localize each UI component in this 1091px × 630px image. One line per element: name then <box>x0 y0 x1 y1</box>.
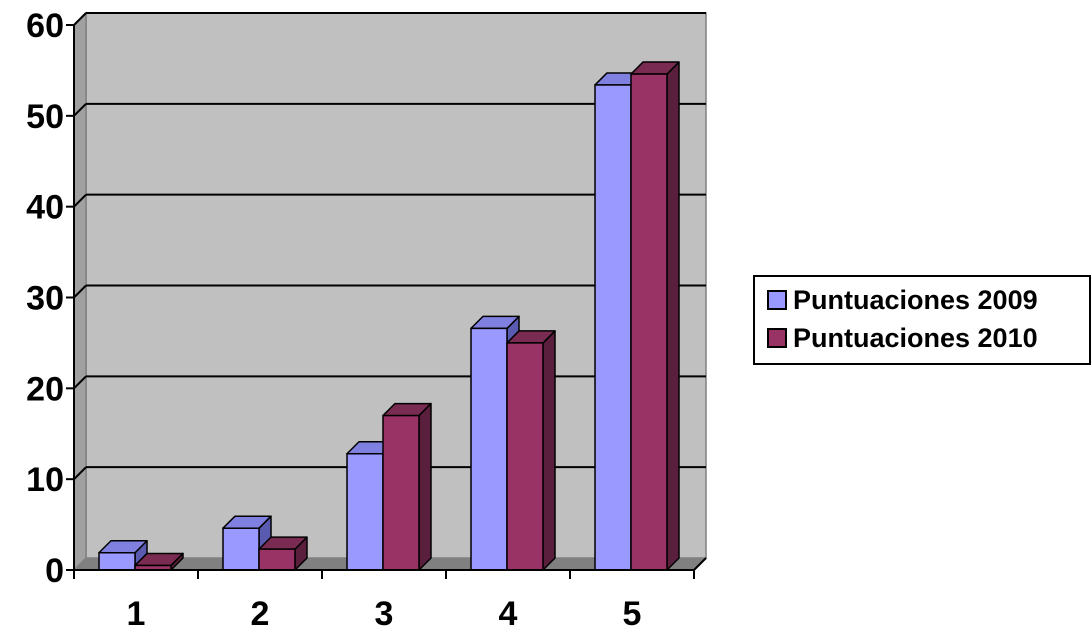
x-tick-label: 2 <box>251 595 270 630</box>
y-tick-label: 40 <box>26 189 64 227</box>
y-tick-label: 60 <box>26 7 64 45</box>
y-tick-label: 20 <box>26 370 64 408</box>
bar-side <box>542 330 556 571</box>
bar-front <box>630 73 668 571</box>
legend-label-2010: Puntuaciones 2010 <box>793 322 1038 353</box>
gridline-side <box>73 12 87 26</box>
y-tick-label: 50 <box>26 98 64 136</box>
legend-item-2010: Puntuaciones 2010 <box>767 323 1038 353</box>
bar <box>134 552 184 571</box>
x-tick-label: 1 <box>127 595 146 630</box>
bar-front <box>222 527 260 571</box>
bar <box>258 536 308 571</box>
legend-swatch-2010 <box>767 328 787 348</box>
gridline-side <box>73 103 87 117</box>
bar-front <box>506 342 544 571</box>
legend-item-2009: Puntuaciones 2009 <box>767 285 1038 315</box>
x-tick-label: 3 <box>375 595 394 630</box>
bar-front <box>98 551 136 571</box>
gridline-side <box>73 466 87 480</box>
bars <box>98 61 680 571</box>
legend-label-2009: Puntuaciones 2009 <box>793 284 1038 315</box>
gridline-side <box>73 284 87 299</box>
bar-front <box>594 84 632 571</box>
bar-front <box>258 548 296 571</box>
bar-side <box>418 402 432 571</box>
x-tick-label: 5 <box>623 595 642 630</box>
bar <box>222 515 272 571</box>
x-tick-label: 4 <box>499 595 518 630</box>
y-tick-label: 30 <box>26 280 64 318</box>
legend-swatch-2009 <box>767 290 787 310</box>
y-tick-label: 0 <box>45 552 64 590</box>
gridline-side <box>73 193 87 208</box>
bar <box>506 330 556 571</box>
x-axis-tick-labels: 1 2 3 4 5 <box>127 595 642 630</box>
axes <box>66 24 707 579</box>
bar <box>382 402 432 571</box>
y-axis-tick-labels: 0 10 20 30 40 50 60 <box>26 7 64 590</box>
bar-side <box>666 61 680 571</box>
legend: Puntuaciones 2009 Puntuaciones 2010 <box>753 275 1091 365</box>
bar <box>630 61 680 571</box>
x-axis-end <box>693 557 707 571</box>
bar-front <box>382 414 420 571</box>
bar-front <box>470 327 508 571</box>
gridline-side <box>73 375 87 390</box>
bar-front <box>346 452 384 571</box>
y-tick-label: 10 <box>26 461 64 499</box>
bar <box>98 539 148 571</box>
